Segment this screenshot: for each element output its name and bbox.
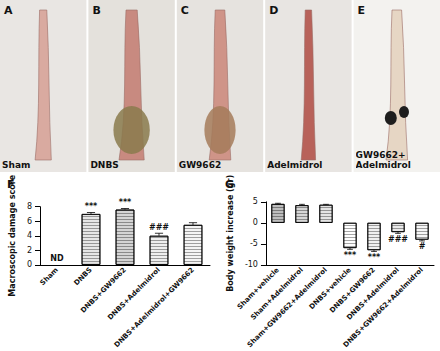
svg-text:B: B bbox=[92, 4, 100, 17]
svg-text:#: # bbox=[419, 242, 426, 251]
svg-text:2: 2 bbox=[27, 246, 32, 255]
svg-text:***: *** bbox=[85, 202, 98, 211]
svg-text:DNBS+vehicle: DNBS+vehicle bbox=[308, 266, 353, 311]
svg-text:Sham+vehicle: Sham+vehicle bbox=[236, 266, 281, 311]
svg-text:C: C bbox=[181, 4, 189, 17]
svg-text:F: F bbox=[7, 178, 15, 191]
svg-text:8: 8 bbox=[27, 202, 32, 211]
svg-text:***: *** bbox=[119, 198, 132, 207]
svg-text:-10: -10 bbox=[245, 260, 258, 269]
svg-text:4: 4 bbox=[27, 231, 32, 240]
svg-text:DNBS+Adelmidrol: DNBS+Adelmidrol bbox=[345, 266, 401, 322]
svg-text:***: *** bbox=[368, 253, 381, 262]
svg-text:E: E bbox=[358, 4, 366, 17]
svg-text:0: 0 bbox=[27, 260, 32, 269]
svg-text:Body weight increase (gr): Body weight increase (gr) bbox=[226, 175, 235, 292]
svg-text:Sham: Sham bbox=[39, 266, 60, 287]
html-text:GW9662+ Adelmidrol: GW9662+ Adelmidrol bbox=[355, 150, 411, 170]
svg-text:DNBS+GW9662+Adelmidrol: DNBS+GW9662+Adelmidrol bbox=[342, 266, 425, 349]
svg-text:###: ### bbox=[388, 235, 408, 244]
svg-text:ND: ND bbox=[50, 254, 64, 263]
svg-text:6: 6 bbox=[27, 217, 32, 226]
svg-text:G: G bbox=[225, 178, 234, 191]
svg-text:Sham+GW9662+Adelmidrol: Sham+GW9662+Adelmidrol bbox=[245, 266, 329, 350]
html-text:Sham: Sham bbox=[2, 160, 31, 170]
svg-text:DNBS+Adelmidrol+GW9662: DNBS+Adelmidrol+GW9662 bbox=[113, 266, 196, 349]
svg-text:-5: -5 bbox=[250, 239, 258, 248]
svg-text:A: A bbox=[4, 4, 13, 17]
svg-text:5: 5 bbox=[253, 197, 258, 206]
svg-text:Sham+Adelmidrol: Sham+Adelmidrol bbox=[249, 266, 305, 322]
svg-text:DNBS+GW9662: DNBS+GW9662 bbox=[79, 266, 128, 315]
html-text:DNBS: DNBS bbox=[90, 160, 119, 170]
svg-text:0: 0 bbox=[253, 218, 258, 227]
svg-text:Macroscopic damage score: Macroscopic damage score bbox=[8, 174, 17, 296]
svg-text:D: D bbox=[269, 4, 278, 17]
svg-text:***: *** bbox=[344, 251, 357, 260]
html-text:Adelmidrol: Adelmidrol bbox=[267, 160, 323, 170]
svg-text:###: ### bbox=[149, 223, 169, 232]
svg-text:DNBS: DNBS bbox=[73, 266, 94, 287]
html-text:GW9662: GW9662 bbox=[178, 160, 222, 170]
